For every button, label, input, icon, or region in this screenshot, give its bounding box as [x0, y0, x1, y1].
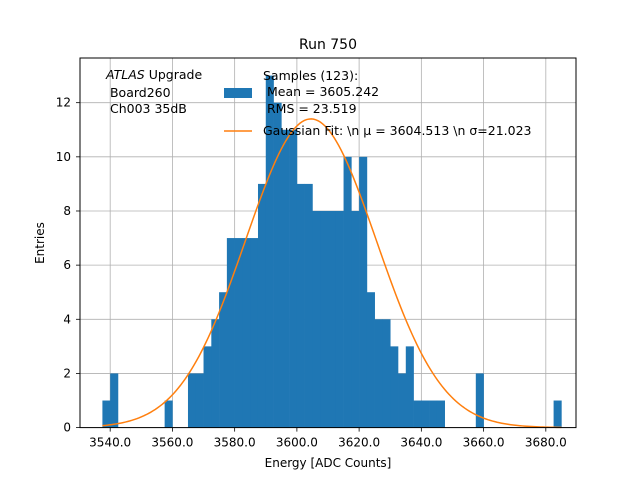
histogram-bar-14 — [273, 102, 282, 428]
annotation-text: ATLAS Upgrade Board260 Ch003 35dB — [105, 67, 202, 116]
histogram-bar-21 — [328, 210, 337, 428]
histogram-bar-22 — [335, 210, 344, 428]
legend-samples-line-3: RMS = 23.519 — [263, 101, 357, 116]
histogram-bar-23 — [343, 156, 352, 428]
histogram-bar-13 — [265, 75, 274, 428]
histogram-bar-27 — [374, 319, 383, 428]
chart-title: Run 750 — [299, 37, 357, 53]
histogram-bar-17 — [296, 183, 305, 428]
histogram-bar-16 — [289, 129, 298, 428]
y-axis-ticks: 0 2 4 6 8 10 12 — [56, 96, 80, 435]
histogram-bar-6 — [211, 319, 220, 428]
x-tick-label-4: 3620.0 — [338, 436, 380, 450]
histogram-bar-0 — [102, 400, 111, 428]
y-tick-label-4: 8 — [63, 204, 71, 218]
histogram-bar-12 — [257, 183, 267, 428]
histogram-bar-30 — [398, 373, 407, 428]
histogram-bar-5 — [203, 346, 212, 428]
histogram-bar-3 — [187, 373, 197, 428]
legend: Samples (123): Mean = 3605.242 RMS = 23.… — [224, 68, 532, 138]
x-tick-label-2: 3580.0 — [214, 436, 256, 450]
histogram-bar-9 — [234, 238, 243, 428]
histogram-bar-37 — [553, 400, 562, 428]
histogram-bars — [102, 75, 562, 428]
histogram-bar-24 — [351, 210, 360, 428]
legend-samples-swatch — [224, 88, 252, 98]
histogram-bar-1 — [110, 373, 119, 428]
histogram-bar-8 — [226, 238, 235, 428]
annotation-line-3: Ch003 35dB — [106, 101, 187, 116]
annotation-line-1: ATLAS Upgrade — [105, 67, 202, 82]
x-tick-label-0: 3540.0 — [89, 436, 131, 450]
histogram-bar-7 — [219, 292, 228, 428]
annotation-line-2: Board260 — [106, 85, 171, 100]
histogram-bar-34 — [429, 400, 438, 428]
legend-samples-line-1: Samples (123): — [263, 68, 358, 83]
histogram-bar-33 — [421, 400, 430, 428]
y-tick-label-6: 12 — [56, 96, 71, 110]
y-tick-label-1: 2 — [63, 366, 71, 380]
histogram-bar-19 — [312, 210, 321, 428]
histogram-bar-18 — [304, 183, 313, 428]
histogram-bar-32 — [413, 400, 422, 428]
histogram-bar-11 — [250, 238, 259, 428]
y-axis-label: Entries — [33, 222, 47, 264]
legend-fit-label: Gaussian Fit: \n μ = 3604.513 \n σ=21.02… — [263, 123, 532, 138]
annotation-upgrade: Upgrade — [145, 67, 203, 82]
x-tick-label-1: 3560.0 — [151, 436, 193, 450]
histogram-bar-15 — [281, 129, 290, 428]
x-axis-ticks: 3540.0 3560.0 3580.0 3600.0 3620.0 3640.0 3660… — [89, 427, 567, 450]
gaussian-fit-line — [102, 118, 562, 429]
histogram-bar-20 — [320, 210, 329, 428]
y-tick-label-0: 0 — [63, 421, 71, 435]
axes-frame — [79, 57, 577, 429]
histogram-bar-2 — [164, 400, 173, 428]
histogram-bar-36 — [475, 373, 484, 428]
y-tick-label-2: 4 — [63, 312, 71, 326]
histogram-bar-29 — [390, 346, 399, 428]
x-tick-label-3: 3600.0 — [276, 436, 318, 450]
histogram-bar-25 — [359, 156, 368, 428]
histogram-bar-35 — [436, 400, 445, 428]
histogram-bar-26 — [366, 292, 375, 428]
histogram-bar-10 — [242, 238, 251, 428]
x-tick-label-5: 3640.0 — [400, 436, 442, 450]
x-tick-label-7: 3680.0 — [525, 436, 567, 450]
y-tick-label-3: 6 — [63, 258, 71, 272]
x-tick-label-6: 3660.0 — [463, 436, 505, 450]
histogram-bar-31 — [405, 346, 414, 428]
legend-samples-line-2: Mean = 3605.242 — [263, 84, 379, 99]
x-axis-label: Energy [ADC Counts] — [265, 456, 392, 470]
histogram-bar-4 — [195, 373, 204, 428]
histogram-bar-28 — [382, 319, 391, 428]
y-tick-label-5: 10 — [56, 150, 71, 164]
annotation-atlas: ATLAS — [105, 67, 145, 82]
